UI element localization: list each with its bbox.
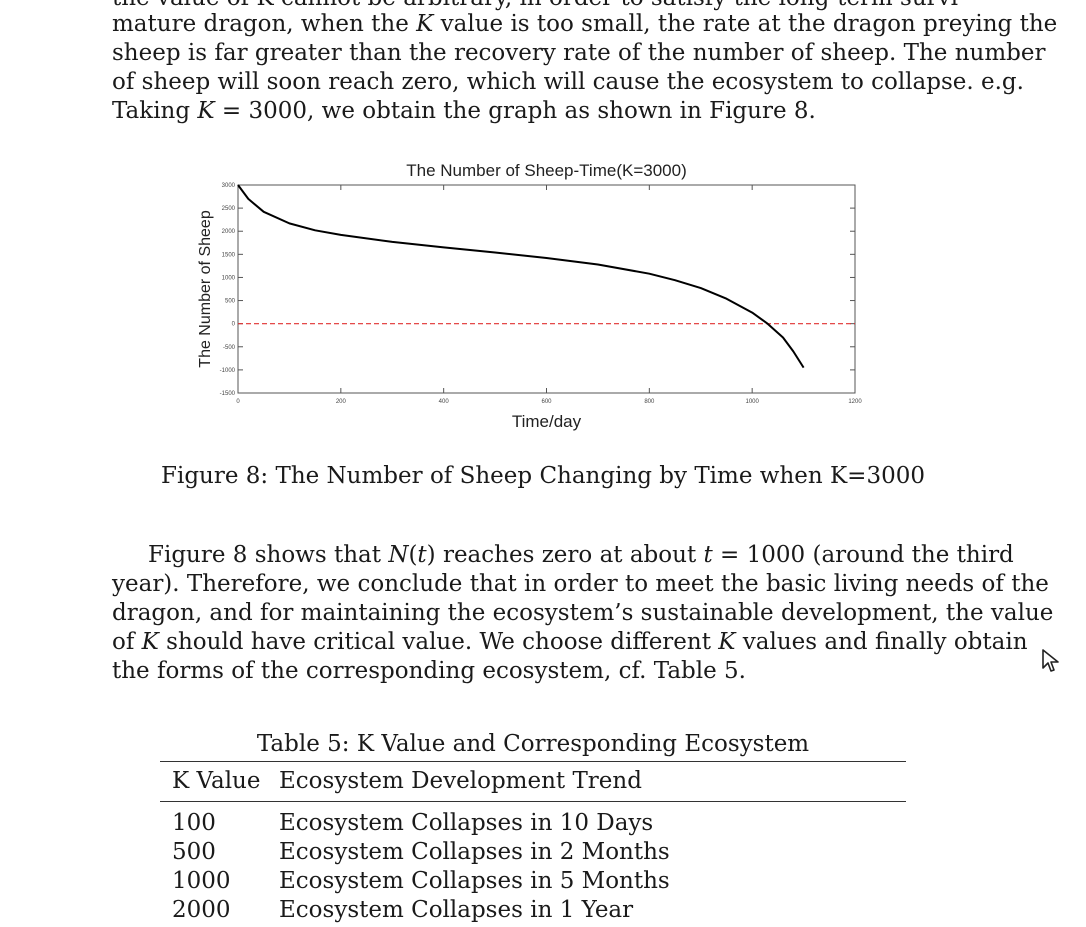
x-axis-label: Time/day bbox=[512, 412, 582, 431]
table-cell-trend: Ecosystem Collapses in 1 Year bbox=[279, 897, 634, 923]
paragraph-intro: mature dragon, when the K value is too s… bbox=[112, 10, 1058, 126]
text-line: of sheep will soon reach zero, which wil… bbox=[112, 69, 1024, 95]
y-tick-label: -1000 bbox=[220, 368, 236, 374]
table-cell-k: 2000 bbox=[172, 897, 231, 923]
plot-frame bbox=[237, 184, 856, 394]
table-cell-k: 100 bbox=[172, 810, 216, 836]
paragraph-discussion: Figure 8 shows that N(t) reaches zero at… bbox=[112, 541, 1054, 686]
table-cell-k: 500 bbox=[172, 839, 216, 865]
y-tick-label: 1500 bbox=[222, 252, 236, 258]
text-line: Figure 8 shows that N(t) reaches zero at… bbox=[148, 542, 1014, 568]
text-line: sheep is far greater than the recovery r… bbox=[112, 40, 1046, 66]
table-cell-trend: Ecosystem Collapses in 2 Months bbox=[279, 839, 670, 865]
table-top-rule bbox=[160, 761, 906, 762]
mouse-cursor-icon bbox=[1042, 649, 1059, 672]
sheep-time-chart: The Number of Sheep-Time(K=3000) 0 200 400 6… bbox=[197, 161, 862, 431]
chart-title: The Number of Sheep-Time(K=3000) bbox=[406, 161, 686, 180]
series-line-sheep bbox=[237, 184, 805, 369]
x-tick-label: 400 bbox=[439, 399, 450, 405]
text-line: year). Therefore, we conclude that in or… bbox=[112, 571, 1049, 597]
table-header-k-value: K Value bbox=[172, 768, 261, 794]
y-tick-label: 0 bbox=[232, 322, 236, 328]
cut-off-text-line: the value of K cannot be arbitrary, in o… bbox=[112, 0, 960, 13]
y-tick-label: 2500 bbox=[222, 206, 236, 212]
y-tick-label: 2000 bbox=[222, 229, 236, 235]
table-cell-k: 1000 bbox=[172, 868, 231, 894]
x-tick-label: 800 bbox=[644, 399, 655, 405]
text-line: mature dragon, when the K value is too s… bbox=[112, 11, 1058, 37]
y-tick-label: 3000 bbox=[222, 183, 236, 189]
table-cell-trend: Ecosystem Collapses in 10 Days bbox=[279, 810, 654, 836]
text-line: dragon, and for maintaining the ecosyste… bbox=[112, 600, 1054, 626]
x-tick-label: 1200 bbox=[848, 399, 862, 405]
table-caption: Table 5: K Value and Corresponding Ecosy… bbox=[256, 731, 810, 757]
x-tick-label: 200 bbox=[336, 399, 347, 405]
y-tick-label: 1000 bbox=[222, 275, 236, 281]
y-tick-label: 500 bbox=[225, 299, 236, 305]
y-axis-label: The Number of Sheep bbox=[197, 210, 214, 368]
table-mid-rule bbox=[160, 801, 906, 802]
x-tick-label: 0 bbox=[236, 399, 240, 405]
table-header-trend: Ecosystem Development Trend bbox=[279, 768, 642, 794]
text-line: of K should have critical value. We choo… bbox=[112, 629, 1028, 655]
x-tick-label: 1000 bbox=[745, 399, 759, 405]
text-line: Taking K = 3000, we obtain the graph as … bbox=[112, 98, 816, 124]
x-tick-label: 600 bbox=[541, 399, 552, 405]
text-line: the forms of the corresponding ecosystem… bbox=[112, 658, 746, 684]
table-cell-trend: Ecosystem Collapses in 5 Months bbox=[279, 868, 670, 894]
y-tick-label: -1500 bbox=[220, 391, 236, 397]
y-tick-label: -500 bbox=[223, 345, 236, 351]
figure-caption: Figure 8: The Number of Sheep Changing b… bbox=[161, 463, 925, 489]
